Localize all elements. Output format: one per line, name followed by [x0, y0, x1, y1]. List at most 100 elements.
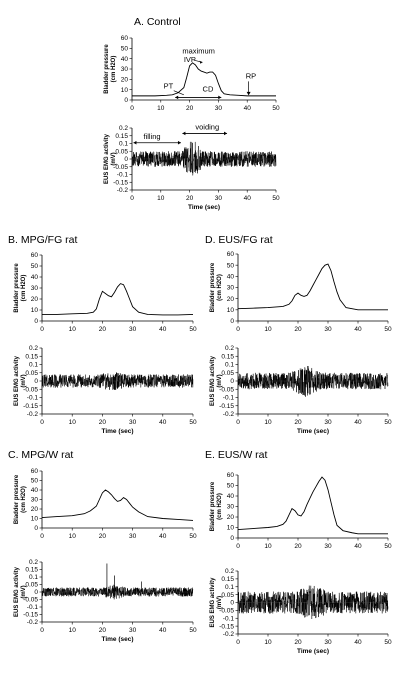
y-tick-label: -0.05 [113, 164, 128, 171]
y-axis-label-line: (cm H2O) [111, 56, 117, 83]
x-tick-label: 20 [186, 105, 194, 112]
y-axis-label-line: (mV) [111, 152, 117, 165]
y-tick-label: -0.15 [23, 612, 38, 619]
panel-title: A. Control [134, 16, 181, 28]
y-tick-label: 40 [227, 493, 235, 500]
y-tick-label: -0.1 [27, 395, 39, 402]
y-tick-label: 20 [31, 296, 39, 303]
x-tick-label: 50 [384, 326, 392, 333]
x-tick-label: 30 [129, 627, 137, 634]
voiding-arrowhead-left [182, 131, 186, 136]
x-tick-label: 30 [215, 105, 223, 112]
y-axis-label: EUS EMG activity(mV) [104, 133, 117, 184]
chart-B-pressure: B. MPG/FG rat 0 10 20 30 40 50 60 0 10 20 30 40 50 Bla… [8, 234, 197, 333]
x-tick-label: 40 [159, 533, 167, 540]
y-tick-label: 0 [124, 97, 128, 104]
y-tick-label: 0.1 [225, 362, 234, 369]
x-tick-label: 10 [69, 627, 77, 634]
x-tick-label: 20 [294, 543, 302, 550]
x-axis-label: Time (sec) [101, 428, 133, 435]
x-tick-label: 50 [384, 419, 392, 426]
x-tick-label: 20 [99, 326, 107, 333]
x-tick-label: 30 [324, 543, 332, 550]
y-tick-label: 10 [31, 307, 39, 314]
x-tick-label: 50 [189, 533, 197, 540]
x-axis-label: Time (sec) [101, 636, 133, 643]
chart-A-pressure: A. Control 0 10 20 30 40 50 60 0 10 20 30 40 50 Bladde… [104, 16, 280, 112]
y-tick-label: 0.05 [221, 370, 234, 377]
y-axis-label-line: (cm H2O) [217, 274, 223, 301]
y-axis-label: EUS EMG activity(mV) [14, 355, 27, 406]
y-tick-label: 50 [227, 262, 235, 269]
y-tick-label: 0.1 [29, 574, 38, 581]
x-tick-label: 10 [157, 195, 165, 202]
chart-E-pressure: E. EUS/W rat 0 10 20 30 40 50 60 0 10 20 30 40 50 Blad… [205, 449, 392, 550]
y-tick-label: 60 [227, 251, 235, 258]
y-tick-label: 0.2 [29, 559, 38, 566]
x-tick-label: 0 [130, 105, 134, 112]
y-tick-label: 0 [124, 156, 128, 163]
x-tick-label: 0 [130, 195, 134, 202]
y-tick-label: -0.1 [223, 395, 235, 402]
y-tick-label: 0 [34, 378, 38, 385]
y-tick-label: 0.15 [25, 353, 38, 360]
y-tick-label: 30 [121, 66, 129, 73]
y-tick-label: -0.05 [23, 597, 38, 604]
pressure-trace [41, 489, 194, 521]
annotation-label: RP [246, 71, 256, 80]
panel-title: E. EUS/W rat [205, 449, 268, 461]
y-tick-label: 60 [31, 468, 39, 475]
y-tick-label: 0 [34, 318, 38, 325]
filling-arrowhead-left [133, 140, 137, 145]
y-axis-label: Bladder pressure(cm H2O) [210, 481, 223, 531]
y-tick-label: -0.2 [223, 411, 235, 418]
y-axis-label-line: EUS EMG activity [14, 566, 20, 617]
y-axis-label-line: (mV) [21, 585, 27, 598]
x-tick-label: 50 [272, 105, 280, 112]
y-tick-label: 30 [31, 497, 39, 504]
voiding-arrowhead-right [224, 131, 228, 136]
x-tick-label: 40 [159, 627, 167, 634]
y-tick-label: -0.1 [117, 172, 129, 179]
x-tick-label: 20 [294, 326, 302, 333]
y-tick-label: 30 [227, 504, 235, 511]
x-tick-label: 30 [129, 326, 137, 333]
x-tick-label: 50 [384, 639, 392, 646]
panel-title: C. MPG/W rat [8, 449, 73, 461]
y-tick-label: 0.15 [25, 567, 38, 574]
emg-trace [237, 585, 389, 620]
y-tick-label: 0.15 [221, 576, 234, 583]
y-axis-label: EUS EMG activity(mV) [210, 355, 223, 406]
x-tick-label: 40 [354, 639, 362, 646]
y-tick-label: 0.05 [221, 592, 234, 599]
y-axis-label-line: Bladder pressure [210, 481, 216, 531]
x-tick-label: 40 [244, 195, 252, 202]
y-tick-label: -0.15 [219, 403, 234, 410]
emg-trace [237, 365, 389, 397]
x-tick-label: 30 [324, 639, 332, 646]
x-tick-label: 40 [244, 105, 252, 112]
y-tick-label: 40 [31, 487, 39, 494]
y-tick-label: -0.15 [23, 403, 38, 410]
y-tick-label: 0.15 [115, 133, 128, 140]
y-axis-label: Bladder pressure(cm H2O) [210, 262, 223, 312]
x-tick-label: 0 [40, 627, 44, 634]
y-tick-label: 10 [121, 87, 129, 94]
y-axis-label: Bladder pressure(cm H2O) [104, 44, 117, 94]
y-tick-label: 0.15 [221, 353, 234, 360]
chart-C-pressure: C. MPG/W rat 0 10 20 30 40 50 60 0 10 20 30 40 50 Blad… [8, 449, 197, 540]
x-tick-label: 20 [186, 195, 194, 202]
y-tick-label: 0.05 [25, 370, 38, 377]
x-tick-label: 0 [236, 326, 240, 333]
y-tick-label: 20 [227, 514, 235, 521]
y-axis-label-line: Bladder pressure [14, 263, 20, 313]
emg-trace [41, 584, 194, 600]
x-axis-label: Time (sec) [297, 648, 329, 655]
annotation-label: IVP [184, 55, 196, 64]
y-axis-label: EUS EMG activity(mV) [210, 577, 223, 628]
x-tick-label: 40 [159, 419, 167, 426]
y-axis-label-line: Bladder pressure [104, 44, 110, 94]
